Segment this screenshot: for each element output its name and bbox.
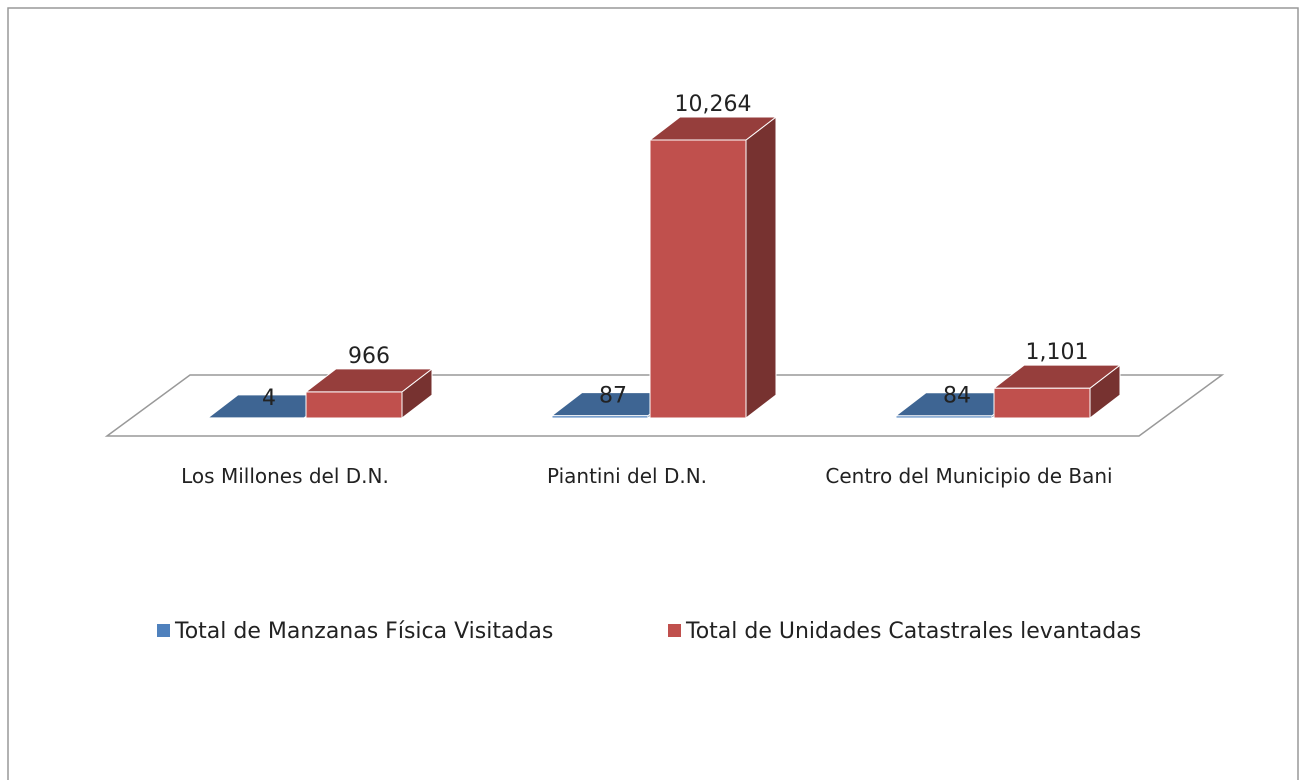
data-label: 966 bbox=[348, 344, 390, 369]
legend-label: Total de Manzanas Física Visitadas bbox=[174, 619, 553, 644]
bar bbox=[305, 391, 403, 419]
legend-label: Total de Unidades Catastrales levantadas bbox=[685, 619, 1141, 644]
data-label: 10,264 bbox=[675, 92, 752, 117]
bar-top bbox=[304, 368, 434, 393]
x-tick-label: Los Millones del D.N. bbox=[181, 464, 389, 488]
bar-top bbox=[992, 364, 1122, 389]
bar bbox=[993, 387, 1091, 419]
data-label: 87 bbox=[599, 384, 627, 409]
legend-swatch bbox=[668, 624, 681, 637]
bar-top bbox=[648, 116, 778, 141]
x-tick-label: Piantini del D.N. bbox=[546, 464, 708, 488]
bar bbox=[649, 139, 747, 419]
x-tick-label: Centro del Municipio de Bani bbox=[825, 464, 1113, 488]
bar-side bbox=[745, 115, 777, 420]
legend-swatch bbox=[157, 624, 170, 637]
data-label: 84 bbox=[943, 384, 971, 409]
data-label: 1,101 bbox=[1026, 340, 1089, 365]
data-label: 4 bbox=[262, 386, 276, 411]
